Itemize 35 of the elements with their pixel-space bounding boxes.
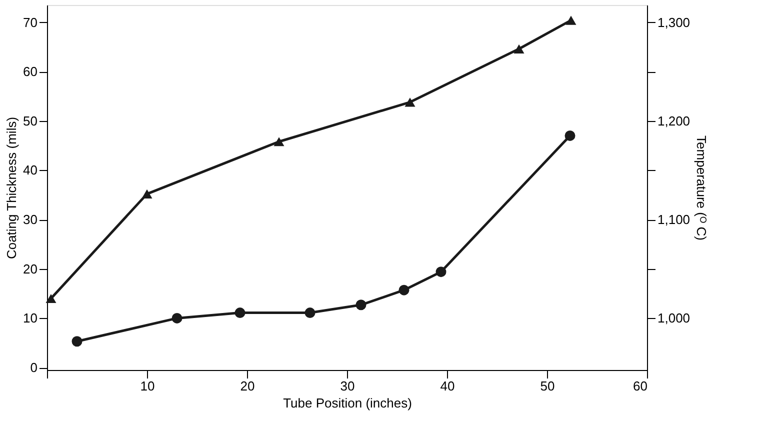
point — [72, 336, 82, 347]
y-tick-label: 40 — [23, 162, 38, 178]
point — [356, 300, 366, 310]
y2-axis-title: Temperature (ᴼ C) — [694, 136, 710, 240]
y-tick-label: 10 — [23, 310, 38, 326]
point — [274, 137, 284, 146]
point — [564, 130, 576, 141]
point — [304, 308, 316, 318]
y-axis-title: Coating Thickness (mils) — [4, 116, 20, 260]
point — [398, 284, 410, 296]
y2-tick-label: 1,300 — [658, 14, 690, 30]
point — [566, 16, 576, 25]
point — [436, 266, 446, 278]
x-tick-label: 60 — [633, 378, 648, 394]
y-tick-label: 60 — [23, 64, 38, 80]
point — [404, 98, 416, 107]
x-tick-label: 10 — [140, 378, 155, 394]
y-tick-label: 50 — [23, 113, 38, 128]
y2-tick-label: 1,000 — [658, 310, 690, 326]
y-tick-label: 30 — [23, 212, 38, 228]
point — [514, 44, 524, 54]
x-tick-label: 40 — [440, 378, 455, 394]
y-tick-label: 0 — [30, 360, 38, 376]
point — [142, 189, 152, 198]
x-tick-label: 30 — [340, 378, 355, 394]
y2-tick-label: 1,100 — [658, 212, 690, 228]
y-tick-label: 70 — [23, 14, 38, 30]
point — [172, 312, 182, 324]
point — [234, 308, 246, 318]
y2-tick-label: 1,200 — [658, 113, 690, 128]
y-tick-label: 20 — [23, 261, 38, 276]
x-tick-label: 50 — [540, 378, 555, 394]
x-axis-title: Tube Position (inches) — [283, 396, 412, 410]
point — [46, 294, 56, 304]
x-tick-label: 20 — [240, 378, 255, 394]
